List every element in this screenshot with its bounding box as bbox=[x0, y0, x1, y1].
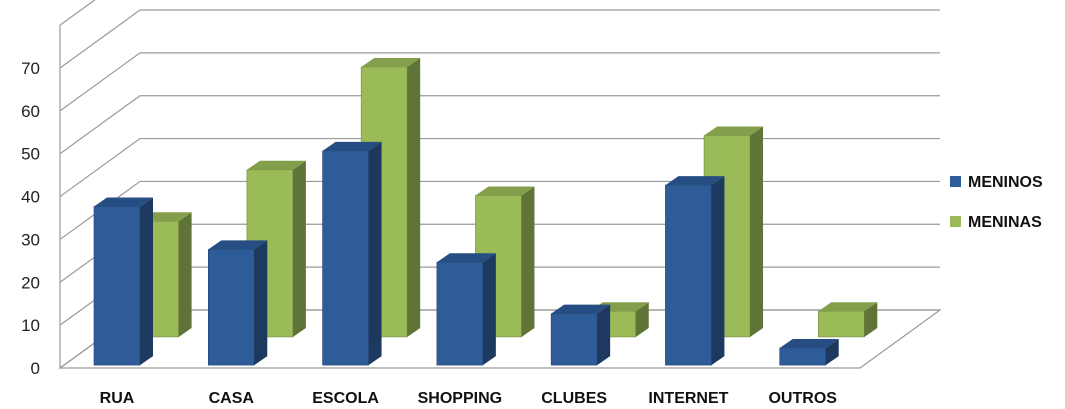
x-axis-categories: RUA CASA ESCOLA SHOPPING CLUBES INTERNET OUTRO… bbox=[100, 390, 838, 407]
y-tick-label: 30 bbox=[21, 230, 40, 249]
legend-swatch bbox=[950, 216, 961, 227]
y-tick-label: 20 bbox=[21, 273, 40, 292]
legend-swatch bbox=[950, 176, 961, 187]
x-category-label: CASA bbox=[209, 390, 255, 407]
x-category-label: RUA bbox=[100, 390, 135, 407]
x-category-label: ESCOLA bbox=[312, 390, 379, 407]
legend: MENINOS MENINAS bbox=[950, 174, 1043, 231]
x-category-label: INTERNET bbox=[648, 390, 728, 407]
bar-meninos-casa bbox=[207, 240, 268, 366]
x-category-label: SHOPPING bbox=[418, 390, 502, 407]
legend-label: MENINAS bbox=[968, 214, 1042, 231]
gridline bbox=[59, 95, 940, 155]
y-tick-label: 70 bbox=[21, 59, 40, 78]
y-axis-ticks: 0 10 20 30 40 50 60 70 bbox=[21, 59, 40, 378]
gridline bbox=[59, 9, 940, 69]
y-tick-label: 40 bbox=[21, 188, 40, 207]
bar-meninas-outros bbox=[818, 302, 878, 338]
legend-label: MENINOS bbox=[968, 174, 1043, 191]
bar-meninos-clubes bbox=[550, 304, 611, 366]
bars bbox=[93, 57, 878, 366]
bar-meninos-outros bbox=[779, 338, 839, 366]
bar-meninos-rua bbox=[93, 197, 153, 366]
x-category-label: OUTROS bbox=[768, 390, 837, 407]
y-tick-label: 60 bbox=[21, 102, 40, 121]
bar-meninos-shopping bbox=[436, 253, 496, 366]
gridline bbox=[59, 52, 940, 112]
y-tick-label: 50 bbox=[21, 145, 40, 164]
gridline bbox=[59, 0, 96, 26]
x-category-label: CLUBES bbox=[541, 390, 607, 407]
legend-item-meninos: MENINOS bbox=[950, 174, 1043, 191]
y-tick-label: 10 bbox=[21, 316, 40, 335]
y-tick-label: 0 bbox=[31, 359, 40, 378]
chart-walls bbox=[58, 0, 942, 369]
gridline bbox=[59, 137, 940, 198]
legend-item-meninas: MENINAS bbox=[950, 214, 1042, 231]
bar-meninos-internet bbox=[665, 176, 725, 366]
bar-meninos-escola bbox=[322, 141, 382, 366]
